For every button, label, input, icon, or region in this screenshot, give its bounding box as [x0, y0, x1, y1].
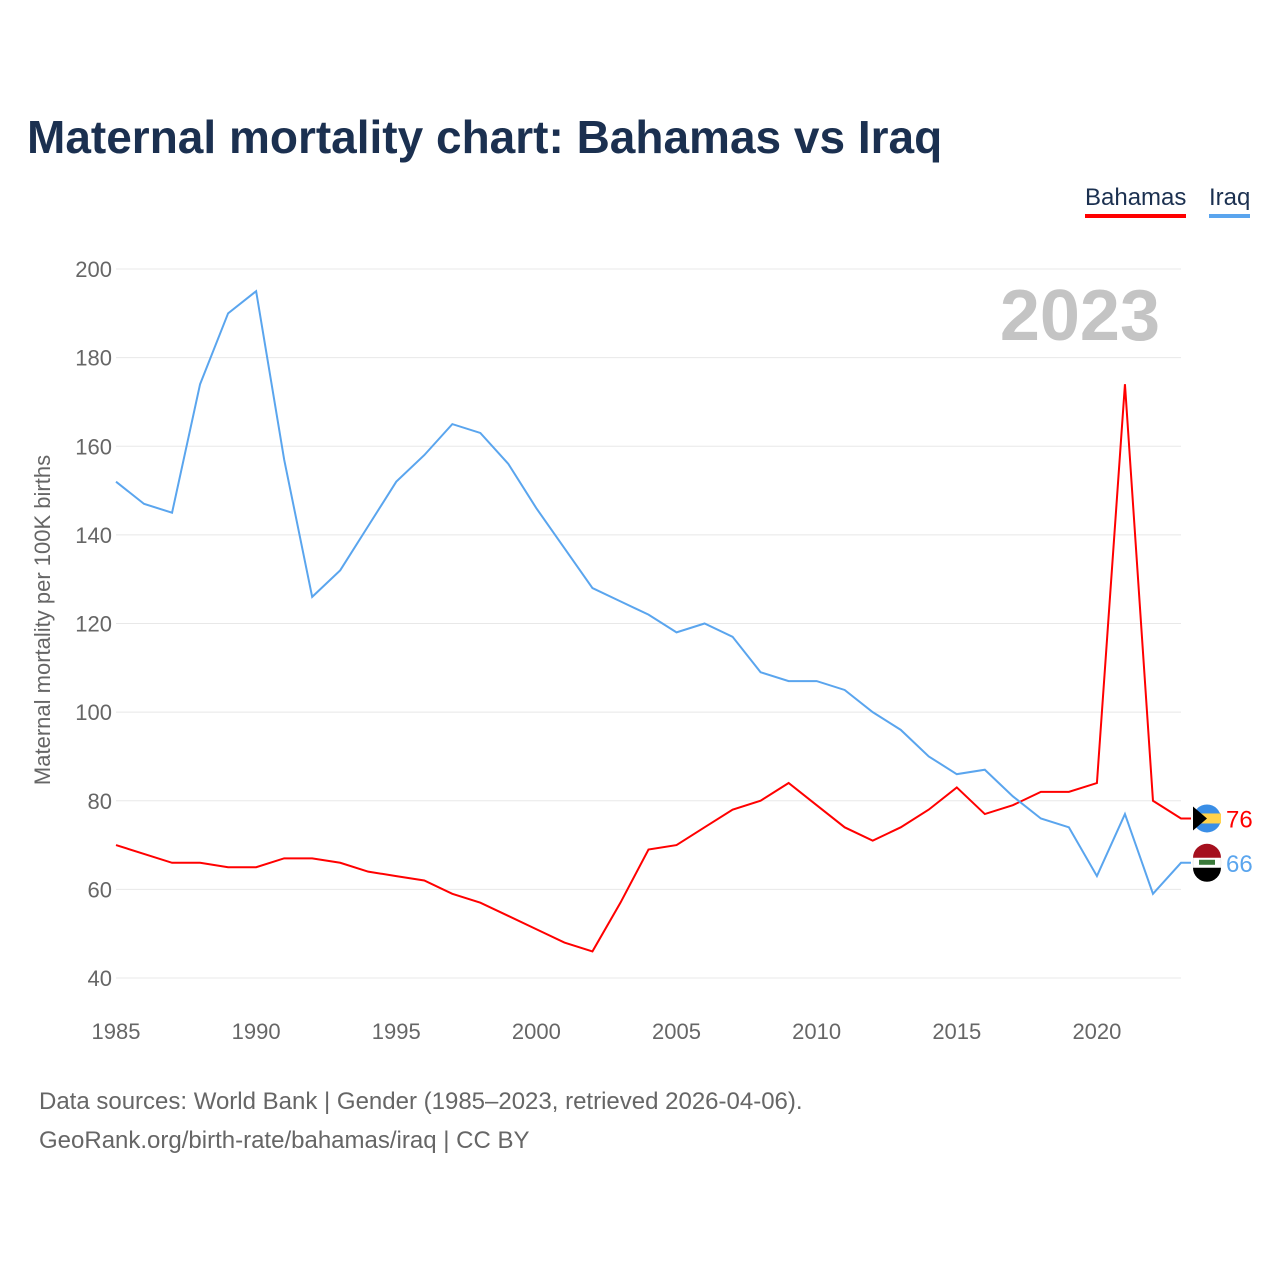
end-value-label: 76 — [1226, 806, 1253, 833]
legend-bahamas[interactable]: Bahamas — [1085, 184, 1187, 218]
x-tick-label: 1990 — [232, 1019, 281, 1044]
y-axis-label: Maternal mortality per 100K births — [30, 455, 55, 785]
x-tick-label: 1995 — [372, 1019, 421, 1044]
series-line-iraq — [115, 289, 1191, 896]
x-tick-label: 1985 — [92, 1019, 141, 1044]
end-value-label: 66 — [1226, 851, 1253, 878]
x-tick-label: 2015 — [932, 1019, 981, 1044]
y-tick-label: 140 — [75, 523, 112, 548]
source-note: Data sources: World Bank | Gender (1985–… — [39, 1088, 803, 1115]
y-tick-label: 120 — [75, 612, 112, 637]
iraq-flag-black — [1193, 867, 1221, 882]
y-tick-label: 160 — [75, 434, 112, 459]
page-title: Maternal mortality chart: Bahamas vs Ira… — [27, 111, 943, 163]
x-tick-label: 2020 — [1072, 1019, 1121, 1044]
legend-iraq[interactable]: Iraq — [1209, 184, 1251, 218]
bahamas-flag-triangle — [1193, 806, 1207, 831]
y-tick-label: 60 — [88, 877, 112, 902]
y-tick-label: 200 — [75, 257, 112, 282]
iraq-flag-script — [1199, 859, 1215, 865]
x-tick-label: 2005 — [652, 1019, 701, 1044]
iraq-flag-red — [1193, 843, 1221, 858]
series-line-bahamas — [115, 384, 1191, 953]
y-tick-label: 80 — [88, 789, 112, 814]
year-label: 2023 — [1000, 276, 1160, 356]
x-tick-label: 2010 — [792, 1019, 841, 1044]
y-tick-label: 180 — [75, 346, 112, 371]
x-tick-label: 2000 — [512, 1019, 561, 1044]
y-tick-label: 100 — [75, 700, 112, 725]
source-url: GeoRank.org/birth-rate/bahamas/iraq | CC… — [39, 1127, 530, 1154]
y-tick-label: 40 — [88, 966, 112, 991]
